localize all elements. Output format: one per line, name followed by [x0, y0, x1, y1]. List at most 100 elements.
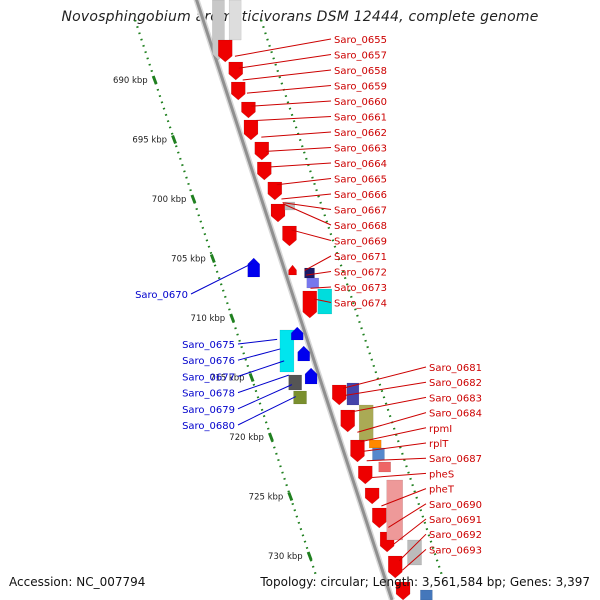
gene-glyph-forward: [364, 487, 380, 505]
gene-glyph-forward: [228, 61, 243, 81]
gene-glyph-light: [306, 277, 320, 289]
gene-label: pheS: [429, 469, 454, 480]
gene-leader-line: [281, 193, 332, 200]
gene-leader-line: [357, 412, 427, 433]
gene-leader-line: [270, 162, 332, 168]
gene-glyph-forward: [288, 264, 297, 276]
gene-label: Saro_0665: [334, 175, 387, 186]
gene-leader-line: [282, 203, 332, 226]
gene-glyph-forward: [254, 141, 270, 161]
gene-glyph-faded: [228, 0, 242, 41]
accession-label: Accession: NC_007794: [9, 575, 146, 589]
gene-leader-line: [310, 286, 332, 289]
gene-label: Saro_0692: [429, 530, 482, 541]
gene-label: Saro_0677: [182, 372, 235, 383]
gene-glyph-forward: [282, 225, 297, 247]
scale-tick-label: 715 kbp: [210, 374, 245, 384]
gene-label: Saro_0658: [334, 66, 387, 77]
gene-leader-line: [255, 116, 332, 121]
gene-glyph-steel: [420, 589, 433, 600]
gene-label: Saro_0663: [334, 144, 387, 155]
gene-leader-line: [398, 533, 427, 562]
scale-tick-label: 730 kbp: [268, 552, 303, 562]
gene-leader-line: [237, 396, 296, 426]
gene-glyph-forward: [257, 161, 272, 181]
gene-label: Saro_0666: [334, 190, 387, 201]
gene-label: Saro_0660: [334, 97, 387, 108]
scale-tick-label: 720 kbp: [229, 433, 264, 443]
gene-leader-line: [237, 338, 278, 345]
gene-glyph-forward: [388, 555, 403, 579]
gene-leader-line: [313, 298, 332, 303]
gene-label: Saro_0661: [334, 113, 387, 124]
scale-tick-label: 705 kbp: [171, 255, 206, 265]
gene-glyph-forward: [372, 507, 387, 529]
gene-leader-line: [401, 549, 427, 571]
gene-label: Saro_0674: [334, 299, 387, 310]
gene-leader-line: [238, 54, 332, 69]
gene-glyph-forward: [217, 39, 233, 63]
gene-label: Saro_0680: [182, 421, 235, 432]
gene-leader-line: [363, 442, 427, 452]
gene-leader-line: [237, 360, 285, 377]
gene-glyph-forward: [358, 465, 373, 485]
gene-label: rpmI: [429, 424, 452, 435]
gene-leader-line: [381, 488, 427, 507]
gene-label: Saro_0667: [334, 206, 387, 217]
scale-tick: [306, 551, 313, 561]
gene-glyph-forward: [241, 101, 256, 119]
gene-label: Saro_0678: [182, 389, 235, 400]
gene-leader-line: [234, 38, 332, 57]
gene-glyph-forward: [350, 439, 365, 463]
topology-summary: Topology: circular; Length: 3,561,584 bp…: [260, 575, 590, 589]
gene-glyph-salmon: [386, 479, 403, 541]
gene-leader-line: [237, 348, 281, 361]
scale-tick: [229, 313, 236, 323]
gene-label: Saro_0693: [429, 545, 482, 556]
gene-label: rplT: [429, 439, 449, 450]
scale-tick: [151, 75, 158, 85]
gene-glyph-forward: [231, 81, 246, 101]
gene-leader-line: [242, 69, 332, 81]
gene-label: Saro_0670: [135, 290, 188, 301]
gene-label: Saro_0691: [429, 515, 482, 526]
gene-glyph-dark: [288, 374, 302, 391]
gene-label: Saro_0669: [334, 237, 387, 248]
gene-leader-line: [265, 147, 332, 152]
gene-glyph-faded: [407, 539, 422, 566]
gene-leader-line: [360, 427, 427, 443]
gene-label: Saro_0668: [334, 221, 387, 232]
gene-label: Saro_0682: [429, 378, 482, 389]
gene-glyph-forward: [340, 409, 355, 433]
gene-label: Saro_0655: [334, 35, 387, 46]
gene-label: Saro_0679: [182, 405, 235, 416]
scale-tick: [248, 372, 255, 383]
scale-tick: [268, 432, 274, 442]
scale-tick-label: 695 kbp: [132, 136, 167, 146]
scale-tick-label: 725 kbp: [249, 493, 284, 503]
gene-label: Saro_0676: [182, 356, 235, 367]
gene-glyph-salmon: [378, 461, 391, 473]
gene-label: Saro_0687: [429, 454, 482, 465]
gene-leader-line: [291, 229, 332, 241]
gene-label: Saro_0671: [334, 252, 387, 263]
genome-title: Novosphingobium aromaticivorans DSM 1244…: [61, 9, 539, 25]
gene-glyph-forward: [331, 384, 347, 406]
scale-tick: [171, 134, 177, 145]
gene-leader-line: [342, 366, 427, 389]
gene-leader-line: [237, 374, 289, 394]
gene-label: Saro_0662: [334, 128, 387, 139]
scale-tick: [190, 194, 197, 204]
gene-glyph-forward: [395, 581, 411, 600]
gene-leader-line: [366, 457, 427, 462]
backbone-line: [195, 0, 394, 600]
gene-label: Saro_0690: [429, 500, 482, 511]
gene-leader-line: [350, 396, 427, 413]
scale-ruler-left: [134, 19, 317, 576]
gene-label: Saro_0659: [334, 82, 387, 93]
scale-tick-label: 690 kbp: [113, 76, 148, 86]
gene-glyph-olive: [293, 390, 307, 405]
gene-label: Saro_0664: [334, 159, 387, 170]
gene-glyph-orange: [368, 439, 382, 449]
gene-leader-line: [304, 255, 332, 271]
